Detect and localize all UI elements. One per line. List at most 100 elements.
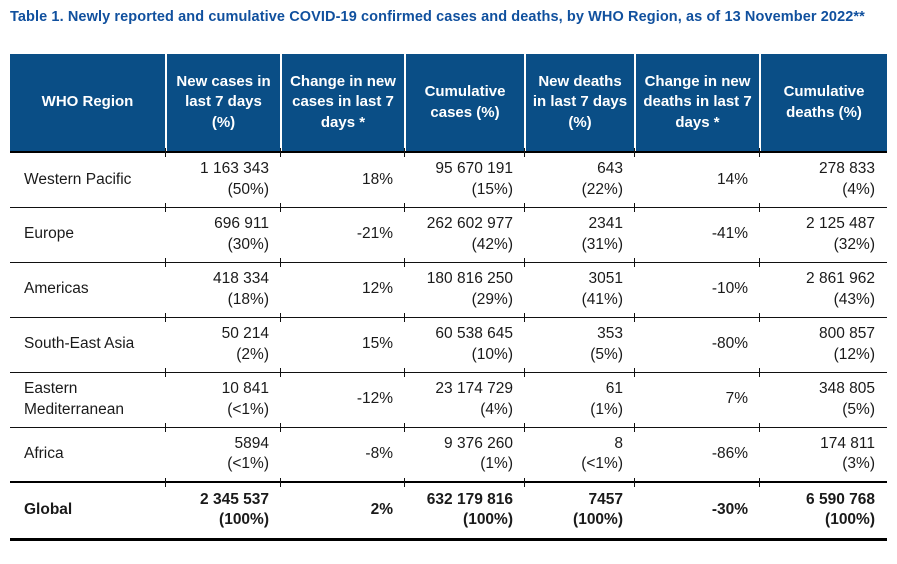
region-cell: Africa	[10, 426, 166, 482]
cumulative-cases-value: 23 174 729	[435, 380, 513, 398]
cumulative-deaths-pct: (4%)	[842, 180, 875, 198]
table-row-americas: Americas 418 334 (18%) 12% 180 816 250 (…	[10, 258, 887, 317]
change-new-deaths-cell: -86%	[634, 423, 760, 482]
cumulative-cases-cell: 95 670 191 (15%)	[404, 148, 525, 207]
new-cases-value: 10 841	[221, 380, 269, 398]
new-cases-pct: (<1%)	[227, 400, 269, 418]
change-new-cases-cell: 18%	[280, 148, 405, 207]
new-deaths-value: 61	[605, 380, 623, 398]
cumulative-deaths-value: 174 811	[820, 434, 875, 452]
col-header-change-new-cases: Change in new cases in last 7 days *	[280, 54, 405, 153]
change-new-deaths-cell: -30%	[634, 479, 760, 541]
new-deaths-cell: 3051 (41%)	[524, 258, 635, 317]
new-deaths-value: 3051	[588, 270, 623, 288]
cumulative-deaths-pct: (100%)	[825, 511, 875, 529]
cumulative-cases-value: 9 376 260	[444, 434, 513, 452]
cumulative-cases-value: 180 816 250	[426, 270, 513, 288]
change-new-deaths-cell: -80%	[634, 313, 760, 372]
new-cases-cell: 2 345 537 (100%)	[165, 479, 281, 541]
region-cell: Global	[10, 481, 166, 541]
new-deaths-pct: (22%)	[581, 180, 623, 198]
table-row-south-east-asia: South-East Asia 50 214 (2%) 15% 60 538 6…	[10, 313, 887, 372]
cumulative-deaths-pct: (5%)	[842, 400, 875, 418]
new-cases-pct: (30%)	[227, 235, 269, 253]
new-cases-cell: 1 163 343 (50%)	[165, 148, 281, 207]
new-cases-value: 5894	[234, 434, 269, 452]
new-deaths-cell: 8 (<1%)	[524, 423, 635, 482]
new-deaths-value: 353	[597, 325, 623, 343]
cumulative-deaths-cell: 348 805 (5%)	[759, 368, 887, 427]
change-new-deaths-cell: -41%	[634, 203, 760, 262]
cumulative-deaths-cell: 2 861 962 (43%)	[759, 258, 887, 317]
table-row-africa: Africa 5894 (<1%) -8% 9 376 260 (1%) 8 (…	[10, 423, 887, 482]
cumulative-deaths-pct: (12%)	[833, 345, 875, 363]
cumulative-cases-cell: 60 538 645 (10%)	[404, 313, 525, 372]
region-cell: Western Pacific	[10, 151, 166, 207]
new-deaths-value: 643	[597, 160, 623, 178]
cumulative-cases-value: 60 538 645	[435, 325, 513, 343]
cumulative-deaths-value: 6 590 768	[806, 490, 875, 508]
table-row-europe: Europe 696 911 (30%) -21% 262 602 977 (4…	[10, 203, 887, 262]
new-cases-cell: 696 911 (30%)	[165, 203, 281, 262]
cumulative-deaths-cell: 800 857 (12%)	[759, 313, 887, 372]
new-cases-value: 1 163 343	[200, 160, 269, 178]
new-deaths-cell: 61 (1%)	[524, 368, 635, 427]
new-cases-cell: 10 841 (<1%)	[165, 368, 281, 427]
cumulative-cases-cell: 9 376 260 (1%)	[404, 423, 525, 482]
col-header-cumulative-cases: Cumulative cases (%)	[404, 54, 525, 153]
cumulative-deaths-value: 348 805	[818, 380, 875, 398]
cumulative-cases-cell: 632 179 816 (100%)	[404, 479, 525, 541]
col-header-cumulative-deaths: Cumulative deaths (%)	[759, 54, 887, 153]
cumulative-deaths-pct: (43%)	[833, 290, 875, 308]
change-new-cases-cell: 12%	[280, 258, 405, 317]
cumulative-cases-pct: (1%)	[480, 455, 513, 473]
new-deaths-pct: (<1%)	[581, 455, 623, 473]
change-new-cases-cell: -8%	[280, 423, 405, 482]
region-cell: Eastern Mediterranean	[10, 371, 166, 427]
new-cases-pct: (18%)	[227, 290, 269, 308]
cumulative-deaths-value: 2 125 487	[806, 215, 875, 233]
new-deaths-cell: 643 (22%)	[524, 148, 635, 207]
col-header-new-cases: New cases in last 7 days (%)	[165, 54, 281, 153]
region-cell: Americas	[10, 261, 166, 317]
cumulative-deaths-pct: (3%)	[842, 455, 875, 473]
cumulative-cases-pct: (10%)	[471, 345, 513, 363]
cumulative-cases-cell: 23 174 729 (4%)	[404, 368, 525, 427]
new-cases-pct: (100%)	[219, 511, 269, 529]
cumulative-deaths-cell: 278 833 (4%)	[759, 148, 887, 207]
new-deaths-cell: 7457 (100%)	[524, 479, 635, 541]
new-deaths-pct: (1%)	[590, 400, 623, 418]
cumulative-cases-value: 632 179 816	[426, 490, 513, 508]
new-cases-cell: 5894 (<1%)	[165, 423, 281, 482]
new-cases-pct: (50%)	[227, 180, 269, 198]
new-deaths-value: 2341	[588, 215, 623, 233]
cumulative-cases-cell: 180 816 250 (29%)	[404, 258, 525, 317]
cumulative-cases-pct: (29%)	[471, 290, 513, 308]
table-row-western-pacific: Western Pacific 1 163 343 (50%) 18% 95 6…	[10, 148, 887, 207]
change-new-deaths-cell: -10%	[634, 258, 760, 317]
cumulative-deaths-cell: 174 811 (3%)	[759, 423, 887, 482]
new-cases-pct: (2%)	[236, 345, 269, 363]
table-row-eastern-mediterranean: Eastern Mediterranean 10 841 (<1%) -12% …	[10, 368, 887, 427]
new-deaths-value: 7457	[588, 490, 623, 508]
region-cell: South-East Asia	[10, 316, 166, 372]
new-cases-value: 696 911	[214, 215, 269, 233]
col-header-new-deaths: New deaths in last 7 days (%)	[524, 54, 635, 153]
change-new-cases-cell: 2%	[280, 479, 405, 541]
new-cases-value: 418 334	[212, 270, 269, 288]
col-header-change-new-deaths: Change in new deaths in last 7 days *	[634, 54, 760, 153]
change-new-cases-cell: 15%	[280, 313, 405, 372]
cumulative-cases-value: 95 670 191	[435, 160, 513, 178]
cumulative-cases-pct: (42%)	[471, 235, 513, 253]
new-deaths-value: 8	[614, 434, 623, 452]
table-row-global: Global 2 345 537 (100%) 2% 632 179 816 (…	[10, 479, 887, 541]
new-cases-cell: 50 214 (2%)	[165, 313, 281, 372]
cumulative-deaths-cell: 6 590 768 (100%)	[759, 479, 887, 541]
change-new-deaths-cell: 14%	[634, 148, 760, 207]
cumulative-cases-pct: (100%)	[463, 511, 513, 529]
cumulative-cases-pct: (15%)	[471, 180, 513, 198]
cumulative-deaths-cell: 2 125 487 (32%)	[759, 203, 887, 262]
change-new-cases-cell: -12%	[280, 368, 405, 427]
cumulative-deaths-pct: (32%)	[833, 235, 875, 253]
new-deaths-pct: (5%)	[590, 345, 623, 363]
